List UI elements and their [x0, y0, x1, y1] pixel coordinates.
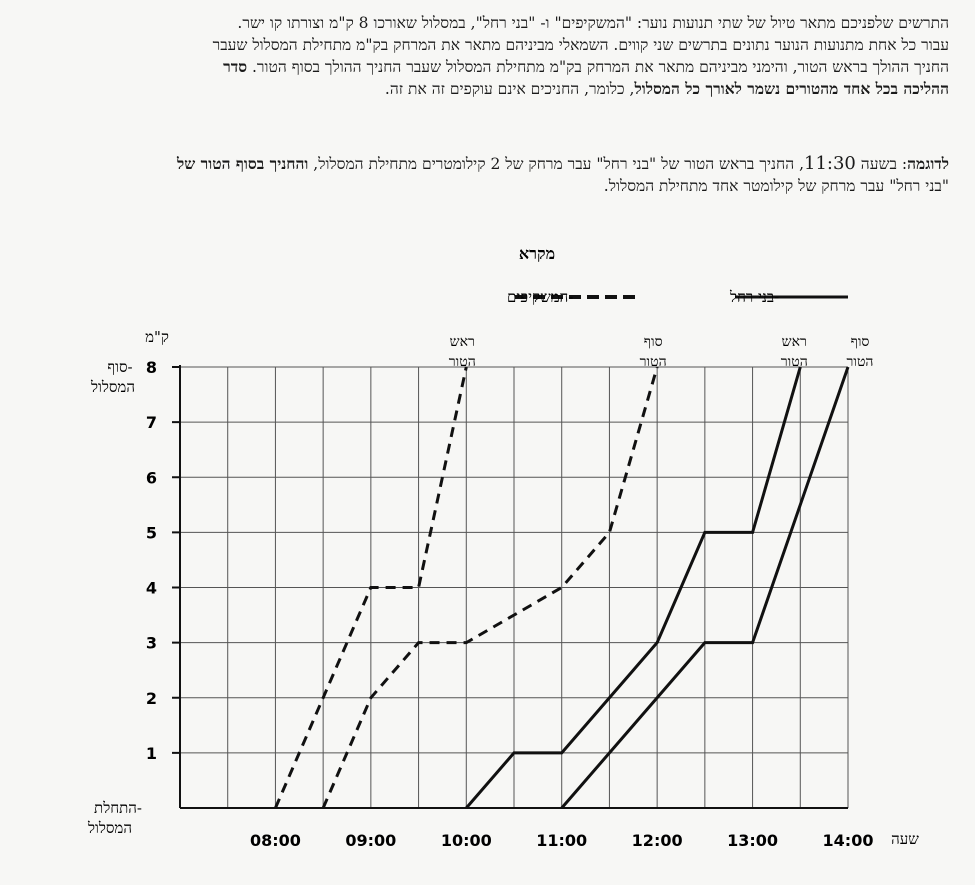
series-end-label-line-1: ראש	[450, 334, 475, 350]
series-end-label-line-2: הטור	[449, 354, 476, 370]
intro-line-3-text: החניך ההולך בראש הטור, והימני מביניהם מת…	[251, 58, 949, 76]
chart-ticks: 1 2 3 4 5 6 7 8 08:00 09:00 10:00 11:00 12:00 13:00 14…	[146, 358, 874, 850]
dashed-series-line-tail	[321, 366, 659, 809]
intro-line-4-bold: ההליכה בכל אחד מהטורים נשמר לאורך כל המס…	[634, 79, 950, 98]
dashed-series-line-head	[274, 366, 468, 809]
x-unit-label: שעה	[891, 830, 919, 848]
x-tick-label: 14:00	[823, 831, 874, 850]
y-top-label-2: המסלול	[90, 378, 135, 396]
chart-series	[274, 366, 850, 809]
y-tick-label: 8	[146, 358, 157, 377]
legend-dashed-label: -המשקיפים	[507, 288, 573, 306]
x-tick-label: 12:00	[632, 831, 683, 850]
intro-line-4: ההליכה בכל אחד מהטורים נשמר לאורך כל המס…	[19, 78, 949, 100]
y-bottom-label-2: המסלול	[87, 819, 132, 837]
example-paragraph: לדוגמה: בשעה 11:30, החניך בראש הטור של "…	[19, 153, 949, 197]
series-end-label-line-2: הטור	[640, 354, 667, 370]
example-label: לדוגמה	[907, 154, 949, 173]
y-tick-label: 2	[146, 689, 157, 708]
intro-line-3: החניך ההולך בראש הטור, והימני מביניהם מת…	[19, 56, 949, 78]
y-tick-label: 5	[146, 523, 157, 542]
x-tick-label: 11:00	[536, 831, 587, 850]
y-tick-label: 1	[146, 744, 157, 763]
solid-series-line-head	[465, 366, 802, 809]
chart-grid	[180, 366, 849, 808]
x-tick-label: 10:00	[441, 831, 492, 850]
legend-title: מקרא	[519, 244, 555, 263]
series-end-label-line-1: סוף	[644, 334, 663, 350]
y-bottom-label-1: -התחלת	[94, 799, 142, 817]
y-tick-label: 7	[146, 413, 157, 432]
series-end-label-line-2: הטור	[847, 354, 874, 370]
solid-series-line-tail	[560, 366, 850, 809]
intro-line-1: התרשים שלפניכם מתאר טיול של שתי תנועות נ…	[237, 14, 949, 32]
example-bold: והחניך בסוף הטור של	[177, 154, 309, 173]
y-tick-label: 6	[146, 468, 157, 487]
intro-line-3-bold: סדר	[223, 57, 248, 76]
series-end-label-line-2: הטור	[781, 354, 808, 370]
intro-line-2: עבור כל אחת מתנועות הנוער נתונים בתרשים …	[212, 36, 949, 54]
y-tick-label: 3	[146, 634, 157, 653]
x-tick-label: 09:00	[345, 831, 396, 850]
example-time: 11:30	[804, 153, 856, 174]
series-end-label-line-1: ראש	[782, 334, 807, 350]
example-line-2: "בני רחל" עבר מרחק של קילומטר אחד מתחילת…	[603, 177, 949, 195]
example-line-1: לדוגמה: בשעה 11:30, החניך בראש הטור של "…	[19, 153, 949, 175]
example-text-b: , החניך בראש הטור של "בני רחל" עבר מרחק …	[308, 155, 804, 173]
example-text-a: : בשעה	[855, 155, 908, 173]
y-unit-label: ק"מ	[145, 328, 169, 346]
legend-solid-label: -בני רחל	[729, 288, 779, 306]
y-top-label-1: -סוף	[107, 358, 132, 376]
y-tick-label: 4	[146, 579, 157, 598]
x-tick-label: 13:00	[727, 831, 778, 850]
chart-legend: מקרא -בני רחל -המשקיפים	[507, 244, 848, 306]
series-end-label-line-1: סוף	[851, 334, 870, 350]
intro-line-4-text: , כלומר, החניכים אינם עוקפים זה את זה.	[384, 80, 635, 98]
x-tick-label: 08:00	[250, 831, 301, 850]
chart-labels: ק"מ -סוף המסלול -התחלת המסלול שעה ראש הטור סוף הט…	[87, 328, 919, 848]
intro-paragraph: התרשים שלפניכם מתאר טיול של שתי תנועות נ…	[19, 12, 949, 100]
